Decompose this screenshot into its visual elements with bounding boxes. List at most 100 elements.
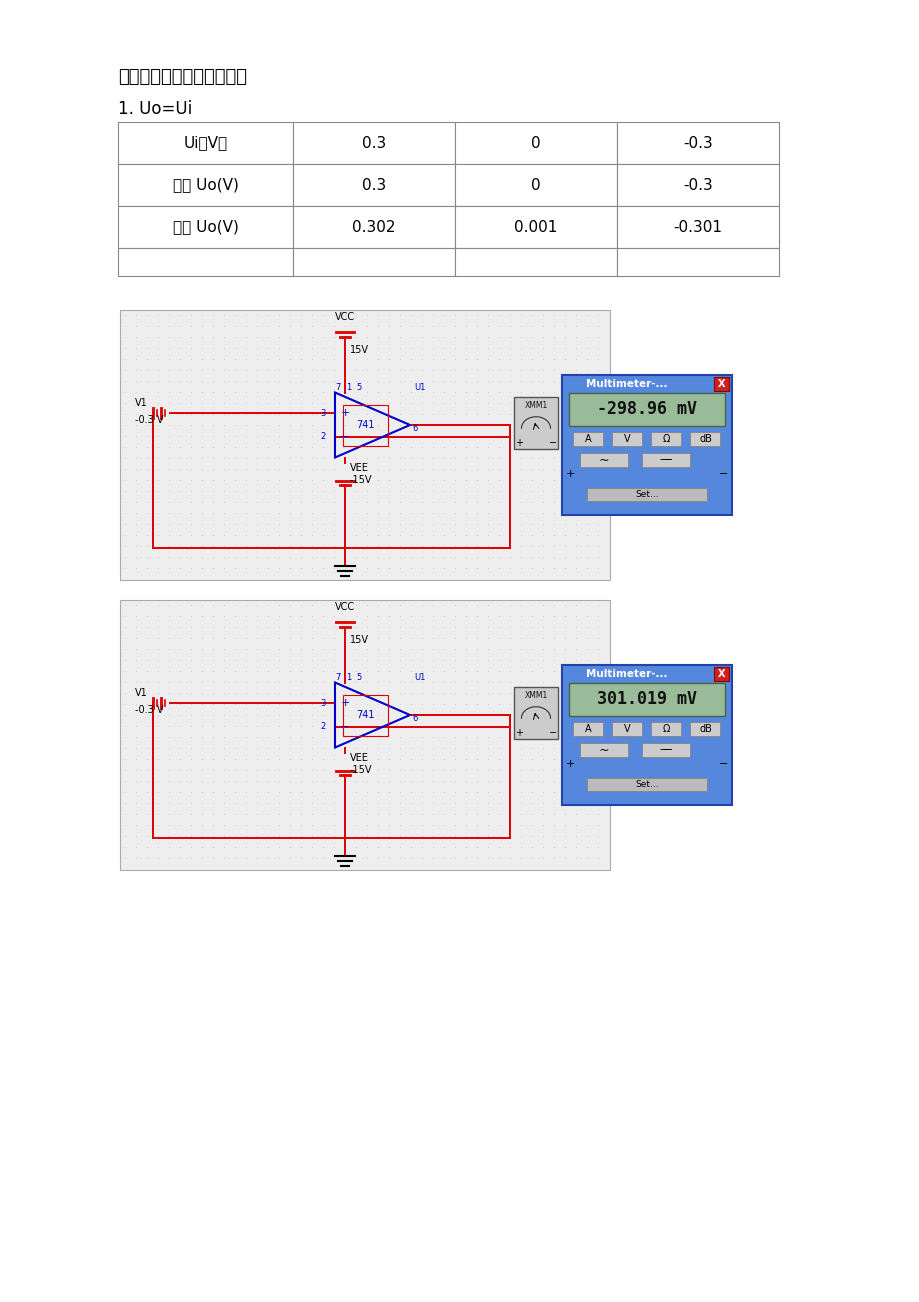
Text: -0.301: -0.301 (673, 220, 721, 234)
Bar (562, 375, 732, 516)
Text: —: — (659, 743, 672, 756)
Bar (568, 684, 724, 716)
Bar (641, 453, 689, 467)
Text: Ω: Ω (662, 724, 669, 734)
Text: -298.96 mV: -298.96 mV (596, 401, 697, 418)
Text: V1: V1 (135, 689, 148, 698)
Text: -15V: -15V (349, 475, 372, 486)
Text: X: X (717, 669, 724, 680)
Bar (586, 779, 706, 792)
Text: 1. Uo=Ui: 1. Uo=Ui (118, 100, 192, 118)
Text: -0.3 V: -0.3 V (135, 706, 164, 715)
Bar (641, 743, 689, 756)
Text: X: X (717, 379, 724, 389)
Text: −: − (549, 728, 557, 738)
Text: 7: 7 (335, 673, 340, 682)
Text: 计算 Uo(V): 计算 Uo(V) (173, 177, 238, 193)
Bar (651, 432, 681, 447)
Text: Ω: Ω (662, 434, 669, 444)
Text: 15V: 15V (349, 635, 369, 644)
Text: V: V (623, 724, 630, 734)
Text: VEE: VEE (349, 464, 369, 473)
Text: 5: 5 (356, 673, 361, 682)
Bar (343, 405, 388, 445)
Bar (292, 164, 455, 206)
Text: 0.3: 0.3 (361, 177, 386, 193)
Text: 0.3: 0.3 (361, 135, 386, 151)
Text: Multimeter-...: Multimeter-... (585, 669, 666, 680)
Bar (118, 164, 292, 206)
Text: 2: 2 (320, 432, 325, 441)
Bar (579, 453, 628, 467)
Text: +: + (340, 698, 349, 708)
Text: Set...: Set... (634, 780, 658, 789)
Bar (119, 600, 609, 870)
Text: 15V: 15V (349, 345, 369, 355)
Text: Multimeter-...: Multimeter-... (585, 379, 666, 389)
Text: −: − (340, 432, 349, 441)
Text: 1: 1 (346, 384, 351, 392)
Bar (617, 122, 778, 164)
Bar (617, 247, 778, 276)
Text: +: + (340, 409, 349, 418)
Text: VEE: VEE (349, 753, 369, 763)
Text: +: + (515, 437, 522, 448)
Text: -15V: -15V (349, 766, 372, 775)
Text: V: V (623, 434, 630, 444)
Bar (573, 723, 603, 736)
Bar (612, 432, 641, 447)
Bar (118, 247, 292, 276)
Text: 301.019 mV: 301.019 mV (596, 690, 697, 708)
Bar (562, 665, 732, 805)
Text: 2: 2 (320, 723, 325, 732)
Text: VCC: VCC (335, 312, 355, 322)
Text: +: + (515, 728, 522, 738)
Text: 1: 1 (346, 673, 351, 682)
Bar (617, 206, 778, 247)
Bar (690, 723, 720, 736)
Text: 3: 3 (320, 409, 325, 418)
Text: 0: 0 (530, 135, 540, 151)
Bar (651, 723, 681, 736)
Text: 7: 7 (335, 384, 340, 392)
Text: 0: 0 (530, 177, 540, 193)
Text: A: A (584, 434, 591, 444)
Bar (455, 164, 617, 206)
Bar (612, 723, 641, 736)
Bar (343, 694, 388, 736)
Bar (617, 164, 778, 206)
Bar (690, 432, 720, 447)
Text: 6: 6 (412, 424, 417, 434)
Bar (514, 397, 558, 449)
Bar (292, 247, 455, 276)
Bar (514, 687, 558, 740)
Text: 741: 741 (356, 710, 374, 720)
Text: ~: ~ (598, 453, 608, 466)
Text: 四、实验电路图及实验数据: 四、实验电路图及实验数据 (118, 68, 246, 86)
Bar (573, 432, 603, 447)
Text: XMM1: XMM1 (524, 691, 547, 700)
Text: Set...: Set... (634, 490, 658, 499)
Text: 741: 741 (356, 421, 374, 430)
Text: V1: V1 (135, 398, 148, 409)
Text: 0.001: 0.001 (514, 220, 557, 234)
Text: —: — (659, 453, 672, 466)
Text: −: − (549, 437, 557, 448)
Text: −: − (719, 759, 728, 769)
Text: -0.3 V: -0.3 V (135, 415, 164, 426)
Text: ~: ~ (598, 743, 608, 756)
Text: +: + (564, 469, 574, 479)
Bar (455, 122, 617, 164)
Bar (118, 122, 292, 164)
Text: 测量 Uo(V): 测量 Uo(V) (173, 220, 238, 234)
Text: 0.302: 0.302 (352, 220, 395, 234)
Bar (579, 743, 628, 756)
Text: −: − (719, 469, 728, 479)
Text: VCC: VCC (335, 602, 355, 612)
Text: +: + (564, 759, 574, 769)
Bar (713, 378, 728, 391)
Bar (713, 667, 728, 681)
Text: XMM1: XMM1 (524, 401, 547, 410)
Text: U1: U1 (414, 673, 425, 682)
Bar (586, 488, 706, 501)
